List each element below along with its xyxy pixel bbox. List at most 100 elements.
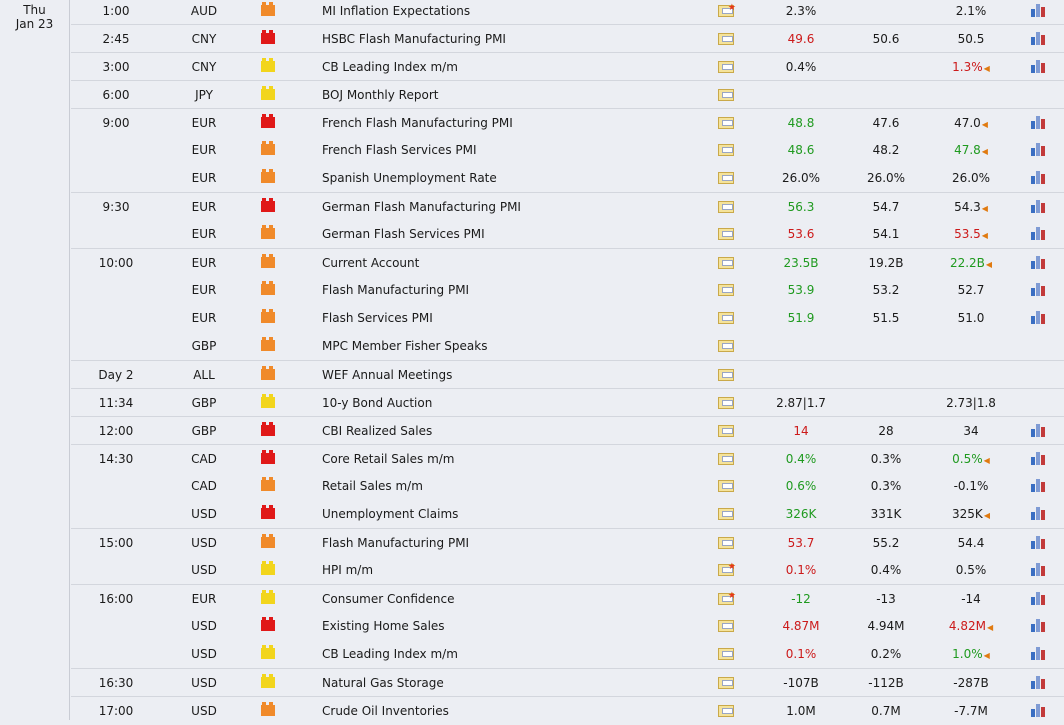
event-title[interactable]: Crude Oil Inventories	[322, 704, 449, 718]
table-row[interactable]: EUR German Flash Services PMI 53.6 54.1 53.5…	[71, 220, 1064, 248]
detail-folder-icon[interactable]: ★	[718, 556, 738, 584]
event-title[interactable]: CB Leading Index m/m	[322, 60, 458, 74]
chart-icon[interactable]	[1031, 304, 1047, 332]
event-title[interactable]: MPC Member Fisher Speaks	[322, 339, 488, 353]
detail-folder-icon[interactable]	[718, 669, 738, 697]
event-title[interactable]: CBI Realized Sales	[322, 424, 433, 438]
table-row[interactable]: EUR Flash Manufacturing PMI 53.9 53.2 52.7	[71, 276, 1064, 304]
table-row[interactable]: 15:00 USD Flash Manufacturing PMI 53.7 55.2 5…	[71, 528, 1064, 556]
table-row[interactable]: GBP MPC Member Fisher Speaks	[71, 332, 1064, 360]
table-row[interactable]: 9:00 EUR French Flash Manufacturing PMI 48.…	[71, 108, 1064, 136]
chart-icon[interactable]	[1031, 612, 1047, 640]
event-title[interactable]: Consumer Confidence	[322, 592, 455, 606]
detail-folder-icon[interactable]: ★	[718, 0, 738, 25]
table-row[interactable]: EUR Flash Services PMI 51.9 51.5 51.0	[71, 304, 1064, 332]
table-row[interactable]: 6:00 JPY BOJ Monthly Report	[71, 80, 1064, 108]
event-title[interactable]: German Flash Services PMI	[322, 227, 485, 241]
detail-folder-icon[interactable]	[718, 445, 738, 473]
detail-folder-icon[interactable]	[718, 417, 738, 445]
table-row[interactable]: USD Existing Home Sales 4.87M 4.94M 4.82M◀	[71, 612, 1064, 640]
chart-icon[interactable]	[1031, 640, 1047, 668]
chart-icon[interactable]	[1031, 669, 1047, 697]
event-title[interactable]: 10-y Bond Auction	[322, 396, 433, 410]
chart-icon[interactable]	[1031, 585, 1047, 613]
detail-folder-icon[interactable]	[718, 81, 738, 109]
table-row[interactable]: 16:30 USD Natural Gas Storage -107B -112B -28…	[71, 668, 1064, 696]
detail-folder-icon[interactable]	[718, 193, 738, 221]
event-title[interactable]: BOJ Monthly Report	[322, 88, 439, 102]
table-row[interactable]: Day 2 ALL WEF Annual Meetings	[71, 360, 1064, 388]
detail-folder-icon[interactable]	[718, 361, 738, 389]
table-row[interactable]: USD CB Leading Index m/m 0.1% 0.2% 1.0%◀	[71, 640, 1064, 668]
detail-folder-icon[interactable]	[718, 109, 738, 137]
chart-icon[interactable]	[1031, 556, 1047, 584]
detail-folder-icon[interactable]	[718, 500, 738, 528]
detail-folder-icon[interactable]	[718, 332, 738, 360]
detail-folder-icon[interactable]	[718, 164, 738, 192]
table-row[interactable]: 9:30 EUR German Flash Manufacturing PMI 56.…	[71, 192, 1064, 220]
event-title[interactable]: WEF Annual Meetings	[322, 368, 453, 382]
detail-folder-icon[interactable]	[718, 25, 738, 53]
table-row[interactable]: 17:00 USD Crude Oil Inventories 1.0M 0.7M -7.…	[71, 696, 1064, 724]
chart-icon[interactable]	[1031, 164, 1047, 192]
chart-icon[interactable]	[1031, 193, 1047, 221]
chart-icon[interactable]	[1031, 445, 1047, 473]
table-row[interactable]: EUR Spanish Unemployment Rate 26.0% 26.0% 26…	[71, 164, 1064, 192]
chart-icon[interactable]	[1031, 109, 1047, 137]
table-row[interactable]: CAD Retail Sales m/m 0.6% 0.3% -0.1%	[71, 472, 1064, 500]
event-title[interactable]: MI Inflation Expectations	[322, 4, 471, 18]
detail-folder-icon[interactable]	[718, 53, 738, 81]
detail-folder-icon[interactable]	[718, 697, 738, 725]
table-row[interactable]: 14:30 CAD Core Retail Sales m/m 0.4% 0.3% 0.5…	[71, 444, 1064, 472]
chart-icon[interactable]	[1031, 25, 1047, 53]
detail-folder-icon[interactable]	[718, 220, 738, 248]
detail-folder-icon[interactable]: ★	[718, 585, 738, 613]
chart-icon[interactable]	[1031, 472, 1047, 500]
table-row[interactable]: USD Unemployment Claims 326K 331K 325K◀	[71, 500, 1064, 528]
event-title[interactable]: Natural Gas Storage	[322, 676, 444, 690]
table-row[interactable]: 11:34 GBP 10-y Bond Auction 2.87|1.7 2.73|1.…	[71, 388, 1064, 416]
event-title[interactable]: Flash Manufacturing PMI	[322, 283, 470, 297]
chart-icon[interactable]	[1031, 249, 1047, 277]
event-title[interactable]: French Flash Manufacturing PMI	[322, 116, 513, 130]
table-row[interactable]: EUR French Flash Services PMI 48.6 48.2 47.8…	[71, 136, 1064, 164]
event-title[interactable]: Existing Home Sales	[322, 619, 445, 633]
table-row[interactable]: 1:00 AUD MI Inflation Expectations ★ 2.3% 2.1…	[71, 0, 1064, 24]
detail-folder-icon[interactable]	[718, 640, 738, 668]
chart-icon[interactable]	[1031, 697, 1047, 725]
chart-icon[interactable]	[1031, 417, 1047, 445]
event-title[interactable]: Core Retail Sales m/m	[322, 452, 455, 466]
event-title[interactable]: Retail Sales m/m	[322, 479, 423, 493]
event-title[interactable]: Flash Services PMI	[322, 311, 433, 325]
table-row[interactable]: 3:00 CNY CB Leading Index m/m 0.4% 1.3%◀	[71, 52, 1064, 80]
chart-icon[interactable]	[1031, 0, 1047, 25]
table-row[interactable]: 10:00 EUR Current Account 23.5B 19.2B 22.2B◀	[71, 248, 1064, 276]
event-title[interactable]: Current Account	[322, 256, 420, 270]
event-title[interactable]: HSBC Flash Manufacturing PMI	[322, 32, 506, 46]
event-title[interactable]: Flash Manufacturing PMI	[322, 536, 470, 550]
detail-folder-icon[interactable]	[718, 529, 738, 557]
table-row[interactable]: 12:00 GBP CBI Realized Sales 14 28 34	[71, 416, 1064, 444]
chart-icon[interactable]	[1031, 500, 1047, 528]
chart-icon[interactable]	[1031, 53, 1047, 81]
table-row[interactable]: USD HPI m/m ★ 0.1% 0.4% 0.5%	[71, 556, 1064, 584]
detail-folder-icon[interactable]	[718, 612, 738, 640]
detail-folder-icon[interactable]	[718, 304, 738, 332]
event-title[interactable]: Unemployment Claims	[322, 507, 459, 521]
table-row[interactable]: 16:00 EUR Consumer Confidence ★ -12 -13 -14	[71, 584, 1064, 612]
event-title[interactable]: French Flash Services PMI	[322, 143, 477, 157]
event-title[interactable]: German Flash Manufacturing PMI	[322, 200, 521, 214]
chart-icon[interactable]	[1031, 136, 1047, 164]
detail-folder-icon[interactable]	[718, 389, 738, 417]
chart-icon[interactable]	[1031, 529, 1047, 557]
table-row[interactable]: 2:45 CNY HSBC Flash Manufacturing PMI 49.6 5…	[71, 24, 1064, 52]
detail-folder-icon[interactable]	[718, 472, 738, 500]
event-title[interactable]: HPI m/m	[322, 563, 374, 577]
chart-icon[interactable]	[1031, 276, 1047, 304]
chart-icon[interactable]	[1031, 220, 1047, 248]
event-title[interactable]: Spanish Unemployment Rate	[322, 171, 497, 185]
detail-folder-icon[interactable]	[718, 249, 738, 277]
detail-folder-icon[interactable]	[718, 276, 738, 304]
event-title[interactable]: CB Leading Index m/m	[322, 647, 458, 661]
detail-folder-icon[interactable]	[718, 136, 738, 164]
